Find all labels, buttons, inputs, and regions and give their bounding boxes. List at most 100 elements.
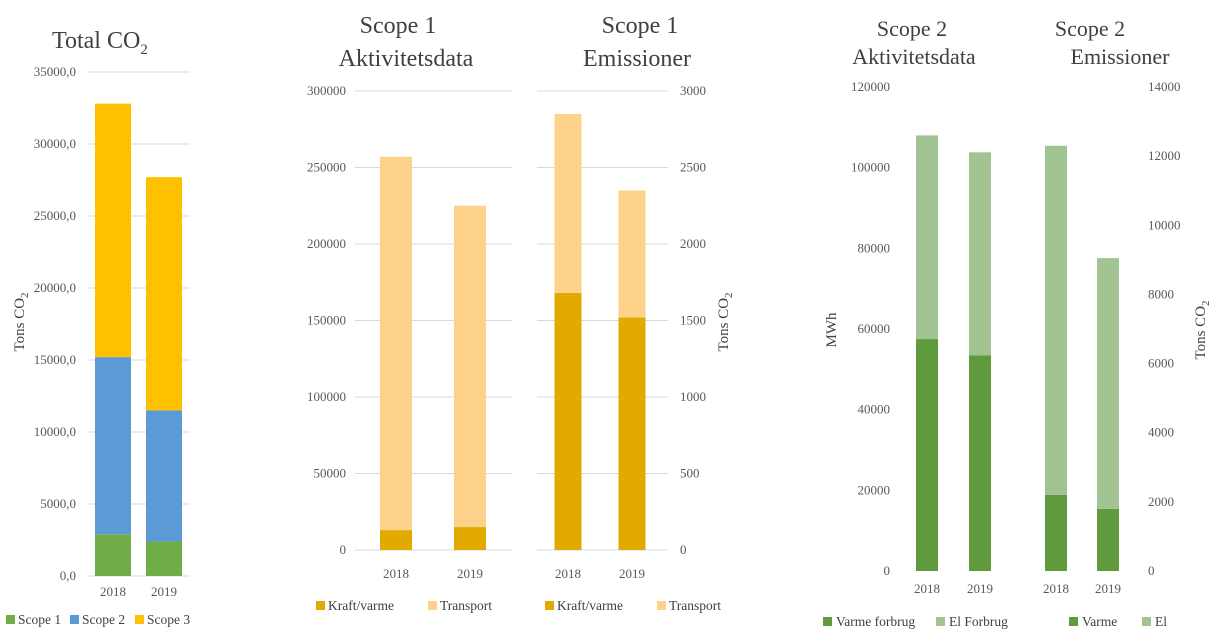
bar-scope-3-2018 [95, 103, 131, 358]
x-tick-label: 2018 [914, 581, 940, 596]
y-tick-label: 20000 [858, 482, 891, 497]
bar-varme-2019 [1097, 508, 1119, 571]
x-tick-label: 2018 [100, 584, 126, 599]
bars [95, 103, 182, 576]
y-tick-label: 14000 [1148, 79, 1181, 94]
legend-swatch-scope-3 [135, 615, 144, 624]
y-axis-label: Tons CO2 [1193, 300, 1211, 359]
bars [554, 113, 646, 550]
y-tick-label: 200000 [307, 236, 346, 251]
chart-title-line-1: Scope 1 [360, 13, 437, 39]
legend-label-el-forbrug: El Forbrug [949, 614, 1008, 629]
legend-swatch-scope-2 [70, 615, 79, 624]
x-tick-label: 2019 [151, 584, 177, 599]
legend: Varme forbrug El Forbrug [823, 614, 1008, 629]
bar-el-forbrug-2018 [916, 135, 938, 340]
bar-el-forbrug-2019 [969, 152, 991, 356]
bar-transport-2019 [454, 205, 486, 528]
total-co2-chart: Total CO2 0,0 5000,0 10000,0 15000,0 20000,0… [6, 28, 190, 627]
y-tick-label: 0 [884, 563, 891, 578]
y-tick-labels: 0 2000 4000 6000 8000 10000 12000 14000 [1148, 79, 1181, 578]
bar-el-2018 [1045, 145, 1067, 495]
x-tick-labels: 2018 2019 [914, 581, 993, 596]
y-tick-label: 0 [340, 542, 347, 557]
bar-varme-forbrug-2018 [916, 339, 938, 571]
y-tick-label: 3000 [680, 83, 706, 98]
y-tick-label: 2500 [680, 160, 706, 175]
x-tick-label: 2018 [383, 566, 409, 581]
y-tick-label: 2000 [1148, 494, 1174, 509]
y-tick-label: 250000 [307, 160, 346, 175]
gridlines [355, 90, 512, 551]
legend: Varme El [1069, 614, 1167, 629]
bar-transport-2018 [380, 156, 412, 531]
y-tick-label: 1000 [680, 389, 706, 404]
bar-scope-3-2019 [146, 177, 182, 411]
chart-title-line-1: Scope 1 [602, 13, 679, 39]
chart-title: Total CO2 [52, 28, 148, 58]
y-tick-label: 0 [680, 542, 687, 557]
scope1-emissioner-chart: Scope 1 Emissioner 0 500 1000 1500 2000 2500 3… [537, 13, 735, 613]
scope2-emissioner-chart: Scope 2 Emissioner 0 2000 4000 6000 8000 1000… [1043, 16, 1211, 629]
y-tick-label: 15000,0 [34, 352, 76, 367]
legend-label-varme: Varme [1082, 614, 1117, 629]
legend-swatch-el [1142, 617, 1151, 626]
x-tick-label: 2019 [967, 581, 993, 596]
x-tick-label: 2019 [457, 566, 483, 581]
legend-label-transport: Transport [669, 598, 721, 613]
legend: Kraft/varme Transport [545, 598, 721, 613]
legend: Scope 1 Scope 2 Scope 3 [6, 612, 190, 627]
y-tick-label: 0 [1148, 563, 1155, 578]
y-tick-label: 12000 [1148, 148, 1181, 163]
bar-scope-2-2018 [95, 357, 131, 535]
chart-title-line-2: Emissioner [583, 46, 691, 72]
y-tick-label: 300000 [307, 83, 346, 98]
y-tick-label: 150000 [307, 313, 346, 328]
legend-swatch-scope-1 [6, 615, 15, 624]
y-tick-label: 120000 [851, 79, 890, 94]
y-tick-label: 100000 [307, 389, 346, 404]
legend-label-scope-1: Scope 1 [18, 612, 61, 627]
x-tick-labels: 2018 2019 [1043, 581, 1121, 596]
y-tick-label: 10000 [1148, 217, 1181, 232]
legend-swatch-transport [657, 601, 666, 610]
y-tick-label: 5000,0 [40, 496, 76, 511]
x-tick-labels: 2018 2019 [100, 584, 177, 599]
x-tick-labels: 2018 2019 [555, 566, 645, 581]
y-axis-label: Tons CO2 [716, 292, 735, 351]
bar-kraft-varme-2019 [618, 317, 646, 550]
chart-title-line-2: Emissioner [1071, 44, 1171, 69]
y-tick-label: 1500 [680, 313, 706, 328]
legend-label-varme-forbrug: Varme forbrug [836, 614, 915, 629]
y-tick-labels: 0 500 1000 1500 2000 2500 3000 [680, 83, 706, 557]
y-axis-label: MWh [824, 312, 840, 347]
y-tick-label: 60000 [858, 321, 891, 336]
chart-title-line-1: Scope 2 [877, 16, 947, 41]
bar-el-2019 [1097, 258, 1119, 509]
legend: Kraft/varme Transport [316, 598, 492, 613]
y-tick-label: 500 [680, 466, 700, 481]
bar-varme-2018 [1045, 494, 1067, 571]
bar-transport-2019 [618, 190, 646, 318]
legend-swatch-varme-forbrug [823, 617, 832, 626]
y-tick-label: 10000,0 [34, 424, 76, 439]
bar-scope-1-2019 [146, 541, 182, 576]
bar-scope-1-2018 [95, 534, 131, 576]
y-tick-label: 35000,0 [34, 64, 76, 79]
legend-swatch-el-forbrug [936, 617, 945, 626]
bar-kraft-varme-2018 [554, 292, 582, 550]
legend-label-scope-3: Scope 3 [147, 612, 190, 627]
y-tick-label: 25000,0 [34, 208, 76, 223]
x-tick-label: 2019 [619, 566, 645, 581]
legend-label-kraft-varme: Kraft/varme [328, 598, 394, 613]
y-axis-label: Tons CO2 [12, 292, 31, 351]
y-tick-label: 2000 [680, 236, 706, 251]
legend-swatch-varme [1069, 617, 1078, 626]
bars [1045, 145, 1119, 571]
y-tick-labels: 0 20000 40000 60000 80000 100000 120000 [851, 79, 890, 578]
chart-title-line-2: Aktivitetsdata [852, 44, 976, 69]
y-tick-label: 80000 [858, 240, 891, 255]
x-tick-label: 2019 [1095, 581, 1121, 596]
scope2-aktivitetsdata-chart: Scope 2 Aktivitetsdata 0 20000 40000 60000 8… [823, 16, 1008, 629]
